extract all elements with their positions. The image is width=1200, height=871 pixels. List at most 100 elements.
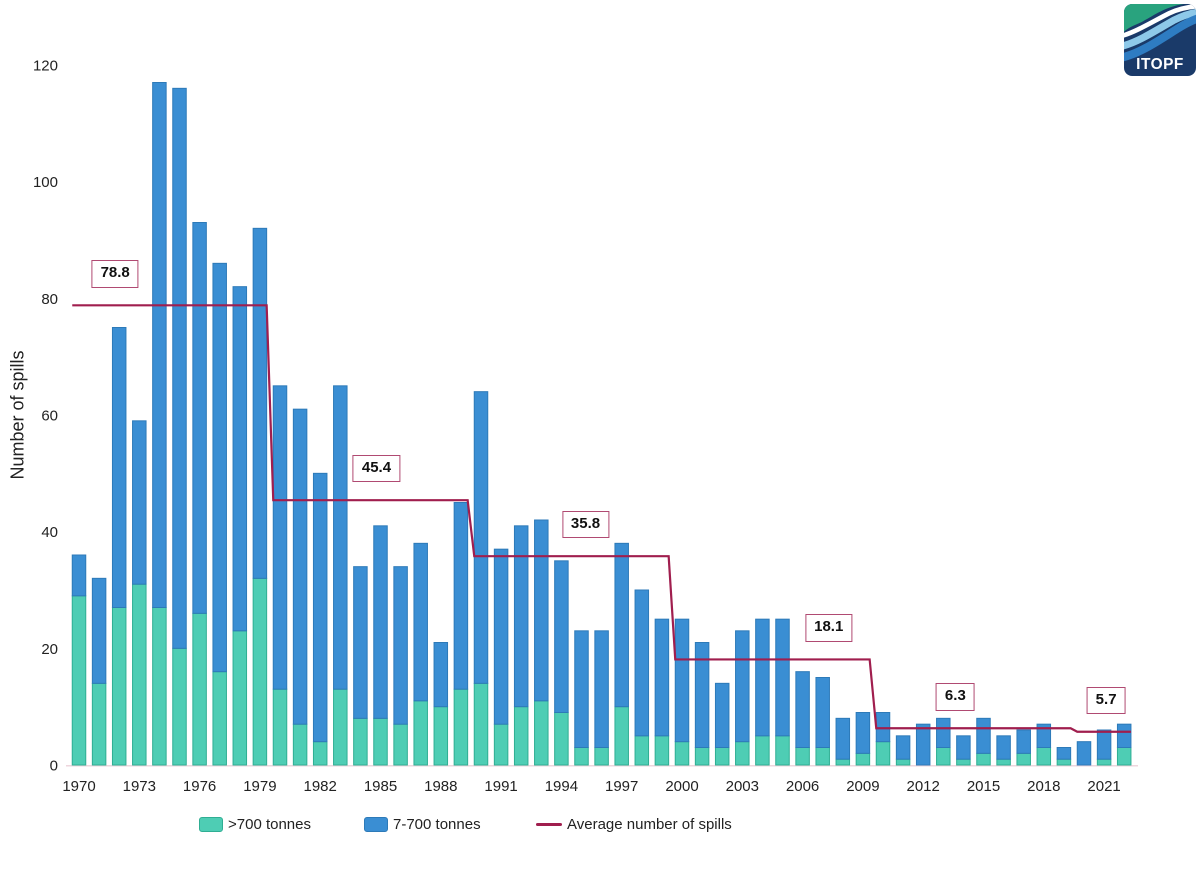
bar-segment-medium [1096,729,1112,760]
bar-segment-large [594,747,609,766]
bar-segment-large [996,758,1011,766]
bar-segment-large [534,700,549,766]
bar-segment-medium [132,420,147,585]
bar-segment-medium [996,735,1011,760]
bar-segment-medium [815,677,830,748]
bar-segment-large [875,741,891,766]
bar-segment-medium [433,642,449,708]
bar-segment-medium [373,525,388,719]
bar-segment-medium [292,408,308,725]
bar-segment-medium [714,682,730,748]
y-axis-title: Number of spills [7,350,28,480]
bar-segment-large [1036,747,1052,766]
legend-label-average-line: Average number of spills [567,815,732,833]
itopf-logo: ITOPF [1124,4,1196,76]
bar-segment-medium [212,262,227,673]
bar-segment-large [1056,758,1072,766]
y-tick-label: 20 [41,641,58,658]
bar-segment-medium [855,712,871,754]
bar-segment-large [936,747,951,766]
bar-segment-medium [393,566,408,725]
bar-segment-large [795,747,810,766]
x-tick-label: 2012 [907,778,940,795]
average-line-swatch [536,822,562,826]
bar-segment-medium [775,618,790,737]
average-value-label: 6.3 [935,683,975,711]
x-tick-label: 2003 [726,778,759,795]
bar-segment-medium [172,87,187,649]
x-tick-label: 2015 [967,778,1000,795]
bar-segment-large [654,735,670,766]
y-tick-label: 40 [41,524,58,541]
x-tick-label: 1970 [62,778,95,795]
bar-segment-large [453,688,469,766]
bar-segment-medium [614,542,629,708]
bar-segment-large [272,688,288,766]
bar-segment-large [433,706,449,766]
bar-segment-medium [875,712,891,743]
bar-segment-large [493,723,509,766]
bar-segment-large [373,717,388,766]
medium-spills-swatch [364,816,388,832]
bar-segment-medium [152,82,167,608]
bar-segment-large [1016,752,1031,766]
logo-white-wave [1124,4,1196,39]
bar-segment-large [855,752,871,766]
x-tick-label: 1997 [605,778,638,795]
bar-segment-large [554,712,569,766]
bar-segment-large [895,758,911,766]
bar-segment-large [574,747,589,766]
bar-segment-medium [915,723,931,766]
bar-segment-medium [574,630,589,748]
bar-segment-large [694,747,710,766]
x-tick-label: 2009 [846,778,879,795]
bar-segment-large [1096,758,1112,766]
logo-text: ITOPF [1136,56,1184,73]
bar-segment-large [232,630,248,766]
bar-segment-medium [1076,741,1092,766]
x-tick-label: 1991 [484,778,517,795]
x-tick-label: 1994 [545,778,578,795]
bar-segment-large [956,758,971,766]
bar-segment-large [252,577,268,766]
bar-segment-large [473,682,489,766]
bar-segment-medium [1036,723,1052,749]
bar-segment-large [192,612,207,766]
legend-item-large-spills: >700 tonnes [199,812,311,836]
x-tick-label: 1988 [424,778,457,795]
bar-segment-medium [795,671,810,749]
bar-segment-medium [111,327,127,608]
bar-segment-medium [634,589,650,737]
bar-segment-large [413,700,428,766]
bar-segment-medium [1116,723,1132,749]
bar-segment-large [353,717,368,766]
x-tick-label: 1985 [364,778,397,795]
bar-segment-large [674,741,690,766]
bar-segment-large [1116,747,1132,766]
bar-segment-large [634,735,650,766]
bar-segment-medium [654,618,670,737]
bar-segment-large [91,682,107,766]
bar-segment-medium [312,472,328,743]
bar-segment-medium [594,630,609,748]
bar-segment-medium [895,735,911,760]
bar-segment-large [735,741,750,766]
bar-segment-large [835,758,851,766]
y-tick-label: 80 [41,291,58,308]
bar-segment-medium [534,519,549,702]
bar-segment-medium [333,385,348,690]
large-spills-swatch [199,816,223,832]
bar-segment-medium [835,717,851,760]
bar-segment-large [111,607,127,766]
legend-label-large-spills: >700 tonnes [228,815,311,833]
bar-segment-medium [413,542,428,702]
bar-segment-large [755,735,770,766]
bar-segment-medium [192,222,207,614]
average-value-label: 78.8 [91,260,139,288]
bar-segment-large [292,723,308,766]
bar-segment-large [714,747,730,766]
bar-segment-medium [513,525,529,708]
x-tick-label: 2018 [1027,778,1060,795]
